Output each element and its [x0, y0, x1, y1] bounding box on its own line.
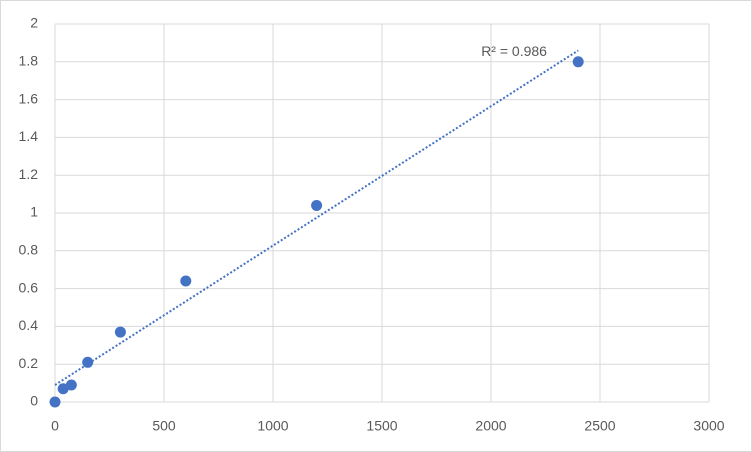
y-tick-label: 0	[30, 393, 38, 409]
y-tick-label: 1.6	[19, 90, 39, 106]
point	[57, 383, 69, 395]
y-tick-label: 2	[30, 15, 38, 31]
point	[49, 396, 61, 408]
point	[65, 379, 77, 391]
point	[82, 356, 94, 368]
trendline	[54, 49, 579, 386]
x-tick-label: 2000	[475, 418, 506, 434]
x-tick-label: 500	[152, 418, 176, 434]
x-tick-label: 3000	[693, 418, 724, 434]
y-tick-label: 0.6	[19, 279, 39, 295]
point	[180, 275, 192, 287]
x-tick-label: 2500	[584, 418, 615, 434]
x-tick-label: 1500	[366, 418, 397, 434]
x-tick-label: 0	[51, 418, 59, 434]
y-tick-label: 0.4	[19, 317, 39, 333]
point	[311, 199, 323, 211]
y-tick-label: 1.8	[19, 53, 39, 69]
y-tick-label: 1.2	[19, 166, 39, 182]
x-tick-label: 1000	[257, 418, 288, 434]
y-tick-label: 0.2	[19, 355, 39, 371]
point	[572, 56, 584, 68]
point	[114, 326, 126, 338]
trendline-label: R² = 0.986	[481, 43, 547, 59]
y-tick-label: 0.8	[19, 242, 39, 258]
y-tick-label: 1	[30, 204, 38, 220]
y-tick-label: 1.4	[19, 128, 39, 144]
